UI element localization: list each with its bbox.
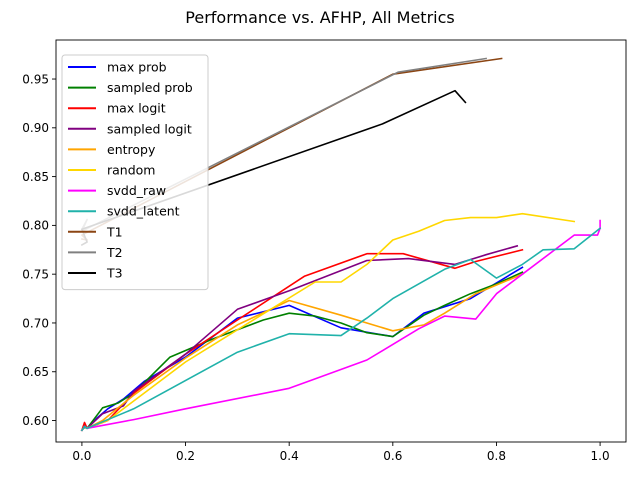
x-tick-label: 0.6: [383, 449, 402, 463]
x-tick-label: 0.8: [487, 449, 506, 463]
y-tick-label: 0.60: [22, 414, 49, 428]
legend-box: [61, 54, 209, 291]
x-tick-label: 0.0: [72, 449, 91, 463]
y-tick-label: 0.95: [22, 72, 49, 86]
legend-label-random: random: [107, 163, 155, 178]
legend-label-svdd-latent: svdd_latent: [107, 204, 180, 219]
legend-label-t2: T2: [106, 245, 123, 260]
series-line-sampled-logit: [80, 244, 519, 432]
legend-label-t3: T3: [106, 266, 123, 281]
y-tick-label: 0.65: [22, 365, 49, 379]
legend-label-svdd-raw: svdd_raw: [107, 183, 166, 198]
y-tick-label: 0.85: [22, 170, 49, 184]
legend-label-max-logit: max logit: [107, 101, 166, 116]
series-line-svdd-latent: [80, 227, 602, 432]
legend: max prob sampled prob max logit sampled log…: [61, 54, 209, 291]
legend-label-t1: T1: [106, 224, 123, 239]
series-line-sampled-prob: [80, 271, 524, 432]
axes-frame: [55, 39, 627, 443]
series-line-svdd-raw: [80, 219, 601, 432]
y-tick-label: 0.80: [22, 219, 49, 233]
axes: 0.0 0.2 0.4 0.6 0.8 1.0 0.60 0.65 0.70 0.75 0.80 0.…: [22, 39, 627, 463]
legend-label-max-prob: max prob: [107, 60, 167, 75]
x-tick-label: 0.2: [176, 449, 195, 463]
legend-label-entropy: entropy: [107, 142, 156, 157]
x-tick-label: 0.4: [280, 449, 299, 463]
x-tick-label: 1.0: [591, 449, 610, 463]
chart-title: Performance vs. AFHP, All Metrics: [185, 8, 454, 27]
y-tick-label: 0.90: [22, 121, 49, 135]
y-tick-label: 0.75: [22, 267, 49, 281]
legend-label-sampled-logit: sampled logit: [107, 121, 192, 136]
y-tick-label: 0.70: [22, 316, 49, 330]
legend-label-sampled-prob: sampled prob: [107, 80, 193, 95]
